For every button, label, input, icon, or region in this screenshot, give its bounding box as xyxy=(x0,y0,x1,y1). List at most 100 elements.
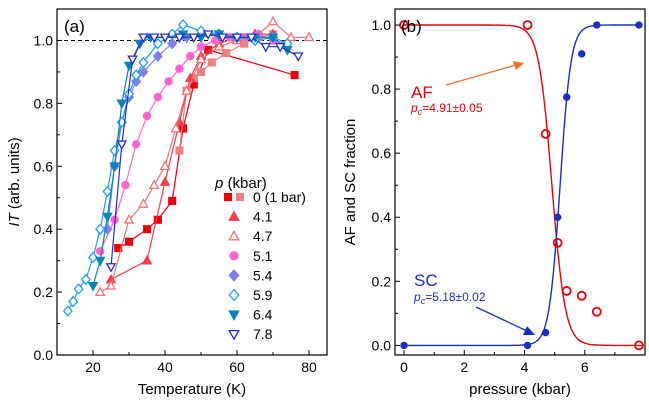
data-point-a-8-4 xyxy=(148,33,160,44)
y-tick-label-b-3: 0.6 xyxy=(372,145,392,161)
legend-marker-3 xyxy=(229,251,239,261)
panel-a-x-axis-title: Temperature (K) xyxy=(138,381,246,398)
sc-arrow-head xyxy=(523,326,535,335)
data-point-a-4-3 xyxy=(131,140,141,149)
data-point-a-1-4 xyxy=(207,58,216,67)
data-point-a-7-2 xyxy=(102,212,113,223)
data-point-a-3-8 xyxy=(195,53,207,64)
panel-a-temperature-chart: 20 40 60 80 0.0 0.2 0.4 0.6 0.8 1.0 (a) Temperatu… xyxy=(6,8,328,398)
data-point-a-8-12 xyxy=(260,42,272,53)
data-point-af-6 xyxy=(591,306,602,317)
data-point-a-8-2 xyxy=(127,55,138,66)
sc-pc-text: pc=5.18±0.02 xyxy=(413,290,486,306)
data-point-af-2 xyxy=(540,129,551,139)
data-point-a-3-12 xyxy=(267,15,279,26)
data-point-a-6-11 xyxy=(138,56,149,69)
data-point-a-3-3 xyxy=(138,198,149,208)
sc-annotation: SC pc=5.18±0.02 xyxy=(413,271,535,335)
data-point-a-4-7 xyxy=(175,64,184,74)
legend-marker-0-a xyxy=(223,192,233,202)
data-point-a-0-1 xyxy=(124,237,134,246)
y-tick-label-b-2: 0.4 xyxy=(372,209,392,225)
legend-label-3: 5.1 xyxy=(253,248,273,264)
af-pc-value: =4.91±0.05 xyxy=(422,101,483,115)
panel-a-y-axis-unit: (arb. units) xyxy=(6,137,23,209)
af-pc-text: pc=4.91±0.05 xyxy=(410,101,483,117)
data-point-a-4-8 xyxy=(185,51,195,61)
data-point-a-3-0 xyxy=(94,286,106,296)
x-tick-label-b-3: 6 xyxy=(581,359,589,375)
data-point-a-0-7 xyxy=(204,45,213,54)
legend-marker-1 xyxy=(228,210,240,221)
data-point-a-3-5 xyxy=(159,160,171,171)
y-tick-label-b-4: 0.8 xyxy=(372,81,392,97)
legend-marker-5 xyxy=(228,288,240,302)
data-point-a-4-2 xyxy=(121,180,130,190)
data-point-sc-7 xyxy=(635,21,643,29)
data-point-a-2-1 xyxy=(141,254,153,265)
panel-a-legend: p (kbar) 0 (1 bar) 4.1 4.7 5.1 5.4 5.9 6.4 7.8 xyxy=(214,175,306,342)
data-point-a-6-5 xyxy=(95,223,106,235)
data-point-af-3 xyxy=(552,237,563,248)
panel-a-data-layer xyxy=(57,15,327,317)
data-point-a-3-9 xyxy=(213,41,225,51)
panel-a-plot-frame xyxy=(56,8,328,356)
data-point-af-4 xyxy=(561,286,572,296)
x-tick-label-b-2: 4 xyxy=(521,359,529,375)
data-point-a-3-4 xyxy=(148,179,160,189)
data-point-a-4-9 xyxy=(196,42,206,51)
x-tick-label-b-1: 2 xyxy=(460,359,468,375)
data-point-a-7-5 xyxy=(123,61,135,72)
data-point-a-6-9 xyxy=(123,88,135,100)
data-point-a-3-14 xyxy=(303,31,315,42)
data-point-sc-4 xyxy=(562,93,571,101)
panel-b-plot-frame xyxy=(394,8,646,356)
data-point-a-8-7 xyxy=(188,33,200,44)
legend-marker-6 xyxy=(228,310,240,321)
data-point-a-8-6 xyxy=(174,33,185,44)
x-tick-label-a-3: 80 xyxy=(301,359,317,375)
data-point-a-1-3 xyxy=(196,67,206,76)
sc-label: SC xyxy=(414,271,438,290)
y-tick-label-a-5: 1.0 xyxy=(34,32,54,48)
data-point-a-8-0 xyxy=(105,263,117,273)
legend-label-4: 5.4 xyxy=(253,267,273,283)
data-point-a-6-1 xyxy=(68,295,79,308)
data-point-af-0 xyxy=(399,20,409,30)
y-tick-label-a-2: 0.4 xyxy=(34,221,54,237)
data-point-sc-2 xyxy=(541,328,550,337)
data-point-a-4-6 xyxy=(164,77,173,86)
data-point-a-3-2 xyxy=(123,214,135,224)
y-tick-label-a-0: 0.0 xyxy=(34,347,54,363)
data-point-a-5-0 xyxy=(102,223,113,235)
data-point-a-8-8 xyxy=(202,30,214,40)
legend-marker-0-b xyxy=(235,192,245,202)
data-point-sc-3 xyxy=(553,213,562,221)
x-tick-label-b-0: 0 xyxy=(400,359,408,375)
data-point-a-5-5 xyxy=(138,66,149,78)
data-point-a-0-4 xyxy=(168,196,177,205)
legend-title: p (kbar) xyxy=(214,175,267,192)
data-point-a-7-1 xyxy=(94,256,106,267)
panel-a-ticks: 20 40 60 80 0.0 0.2 0.4 0.6 0.8 1.0 xyxy=(34,8,317,375)
data-point-a-8-5 xyxy=(159,33,171,44)
data-point-a-4-5 xyxy=(153,92,163,102)
data-point-a-6-0 xyxy=(62,305,73,317)
x-tick-label-a-2: 60 xyxy=(229,359,245,375)
data-point-a-8-10 xyxy=(231,33,243,44)
data-point-a-3-6 xyxy=(170,122,182,133)
data-point-a-7-14 xyxy=(267,33,279,44)
panel-a-label: (a) xyxy=(64,17,85,36)
data-point-a-7-0 xyxy=(87,281,99,292)
data-point-af-1 xyxy=(522,20,533,30)
data-point-a-4-10 xyxy=(211,36,220,45)
af-arrow-shaft xyxy=(445,64,517,86)
legend-label-2: 4.7 xyxy=(253,228,273,244)
panel-b-ticks: 0 2 4 6 0.0 0.2 0.4 0.6 0.8 1.0 xyxy=(372,17,616,375)
x-tick-label-a-0: 20 xyxy=(85,359,101,375)
data-point-a-5-7 xyxy=(167,37,178,50)
data-point-af-7 xyxy=(634,340,644,351)
panel-a-y-axis-symbol: IT xyxy=(6,211,23,226)
data-point-sc-5 xyxy=(578,50,586,58)
af-pc-subscript: c xyxy=(418,107,423,117)
